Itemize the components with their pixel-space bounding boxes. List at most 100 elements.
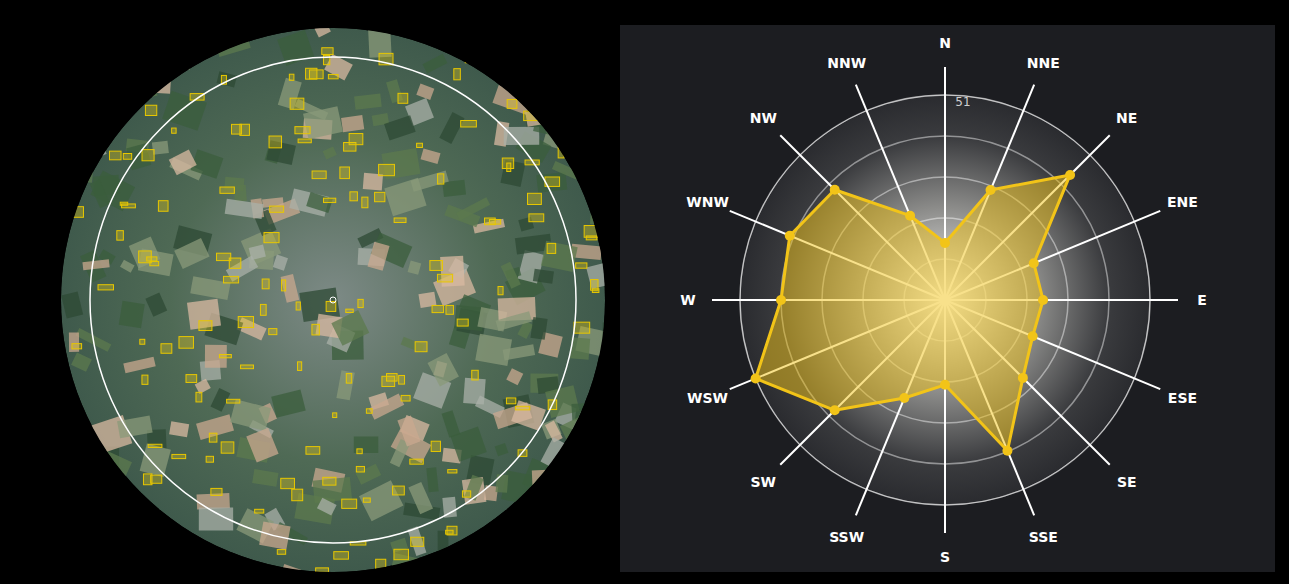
map-parcel: [529, 525, 540, 536]
map-parcel: [206, 456, 213, 462]
map-field: [569, 49, 591, 79]
direction-label: NE: [1116, 110, 1137, 126]
map-parcel: [223, 276, 238, 283]
map-field: [61, 291, 83, 318]
map-field: [533, 105, 562, 136]
map-parcel: [529, 214, 544, 222]
direction-label: WNW: [686, 194, 729, 210]
map-field: [475, 334, 512, 366]
map-parcel: [446, 305, 453, 314]
map-field: [463, 378, 485, 405]
map-parcel: [599, 490, 603, 498]
map-parcel: [499, 522, 506, 527]
map-field: [384, 178, 426, 216]
map-field: [367, 242, 389, 271]
map-field: [576, 67, 593, 82]
map-field: [592, 138, 612, 167]
map-field: [303, 106, 343, 139]
map-parcel: [565, 132, 579, 140]
map-field: [189, 551, 226, 577]
map-parcel: [393, 486, 405, 495]
map-parcel: [282, 280, 286, 291]
map-parcel: [312, 324, 319, 335]
direction-label: SSE: [1029, 529, 1058, 545]
map-parcel: [72, 344, 82, 349]
map-parcel: [219, 355, 231, 358]
map-parcel: [181, 550, 196, 561]
map-field: [213, 25, 251, 57]
map-parcel: [142, 375, 148, 384]
map-field: [444, 562, 479, 584]
map-parcel: [140, 339, 145, 344]
map-parcel: [199, 321, 212, 331]
map-parcel: [465, 57, 469, 63]
map-parcel: [120, 48, 134, 51]
panel: [620, 25, 1275, 572]
map-parcel: [123, 154, 131, 160]
marks: [751, 170, 1075, 456]
map-field: [341, 115, 364, 132]
map-field: [164, 41, 193, 70]
map-field: [369, 394, 404, 420]
map-field: [162, 46, 184, 70]
map-parcel: [524, 111, 540, 120]
map-field: [532, 100, 558, 122]
map-field: [533, 269, 554, 284]
map-field: [575, 418, 607, 449]
map-field: [140, 443, 171, 477]
map-parcel: [394, 549, 408, 559]
map-parcel: [417, 143, 423, 147]
map-field: [496, 474, 509, 493]
map-field: [549, 57, 582, 82]
map-field: [532, 470, 549, 491]
map-parcel: [366, 409, 372, 413]
map-parcel: [103, 569, 115, 576]
radar-area: [756, 175, 1070, 451]
map-parcel: [148, 444, 162, 447]
map-parcel: [241, 365, 254, 369]
map-parcel: [122, 204, 136, 208]
map-field: [230, 399, 271, 431]
map-field: [496, 311, 532, 331]
map-field: [336, 370, 354, 400]
map-field: [117, 415, 153, 438]
map-parcel: [221, 442, 234, 453]
map-field: [90, 448, 132, 487]
map-parcel: [461, 121, 477, 127]
map-parcel: [296, 302, 300, 310]
map-field: [560, 414, 597, 450]
map-field: [69, 151, 95, 183]
map-field: [442, 410, 461, 438]
point: [751, 373, 761, 383]
map-field: [530, 317, 547, 340]
map-parcel: [357, 449, 362, 454]
map-field: [597, 48, 614, 66]
map-field: [225, 199, 264, 219]
direction-label: NNW: [827, 55, 866, 71]
map-field: [579, 493, 598, 511]
map-parcel: [346, 309, 353, 312]
map-field: [271, 389, 306, 417]
map-field: [53, 51, 92, 89]
map-field: [58, 529, 79, 546]
map-parcel: [73, 455, 86, 462]
radar: [712, 67, 1178, 533]
map-field: [541, 437, 566, 468]
map-parcel: [217, 253, 231, 260]
map-parcel: [597, 389, 608, 399]
map-field: [442, 497, 457, 518]
map-field: [169, 149, 197, 175]
map-parcel: [558, 147, 564, 158]
map-parcel: [363, 498, 370, 502]
map: [53, 23, 628, 584]
map-parcel: [298, 362, 302, 371]
map-parcel: [306, 447, 320, 455]
map-parcel: [295, 127, 310, 134]
map-field: [162, 543, 202, 574]
map-field: [71, 85, 104, 116]
map-parcel: [506, 398, 515, 404]
map-field: [174, 238, 209, 269]
map-parcel: [312, 171, 326, 179]
map-parcel: [346, 374, 351, 384]
map-field: [456, 197, 490, 220]
